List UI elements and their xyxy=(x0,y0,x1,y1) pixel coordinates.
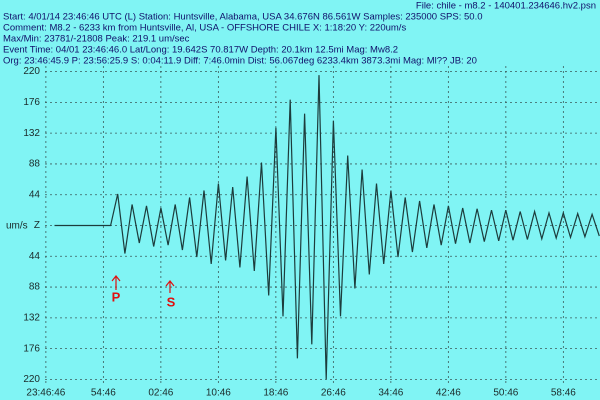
y-tick-label: Z xyxy=(34,220,40,231)
y-tick-label: 44 xyxy=(29,189,41,200)
s-arrow xyxy=(165,280,175,293)
x-tick-label: 42:46 xyxy=(436,388,461,399)
header-line: Start: 4/01/14 23:46:46 UTC (L) Station:… xyxy=(3,12,483,23)
waveform xyxy=(54,75,600,380)
x-tick-label: 58:46 xyxy=(551,388,576,399)
y-axis-label: um/s xyxy=(6,221,28,232)
y-tick-label: 88 xyxy=(29,159,41,170)
y-tick-label: 220 xyxy=(23,374,40,385)
y-tick-label: 220 xyxy=(23,66,40,77)
header-line: Max/Min: 23781/-21808 Peak: 219.1 um/sec xyxy=(3,34,190,45)
header-line: Comment: M8.2 - 6233 km from Huntsville,… xyxy=(3,23,406,34)
y-tick-label: 132 xyxy=(23,312,40,323)
y-tick-label: 88 xyxy=(29,282,41,293)
y-tick-label: 176 xyxy=(23,343,40,354)
y-tick-label: 132 xyxy=(23,128,40,139)
y-tick-label: 176 xyxy=(23,97,40,108)
header-line: Org: 23:46:45.9 P: 23:56:25.9 S: 0:04:11… xyxy=(3,56,477,67)
x-tick-label: 34:46 xyxy=(378,388,403,399)
header-line: Event Time: 04/01 23:46:46.0 Lat/Long: 1… xyxy=(3,45,398,56)
y-tick-label: 44 xyxy=(29,251,41,262)
x-tick-label: 02:46 xyxy=(148,388,173,399)
x-tick-label: 23:46:46 xyxy=(26,388,65,399)
file-name: File: chile - m8.2 - 140401.234646.hv2.p… xyxy=(416,1,596,12)
x-tick-label: 50:46 xyxy=(493,388,518,399)
x-tick-label: 26:46 xyxy=(321,388,346,399)
x-tick-label: 54:46 xyxy=(91,388,116,399)
s-label: S xyxy=(167,294,176,309)
x-tick-label: 10:46 xyxy=(206,388,231,399)
x-tick-label: 18:46 xyxy=(263,388,288,399)
p-label: P xyxy=(112,289,121,304)
p-arrow xyxy=(111,275,121,290)
